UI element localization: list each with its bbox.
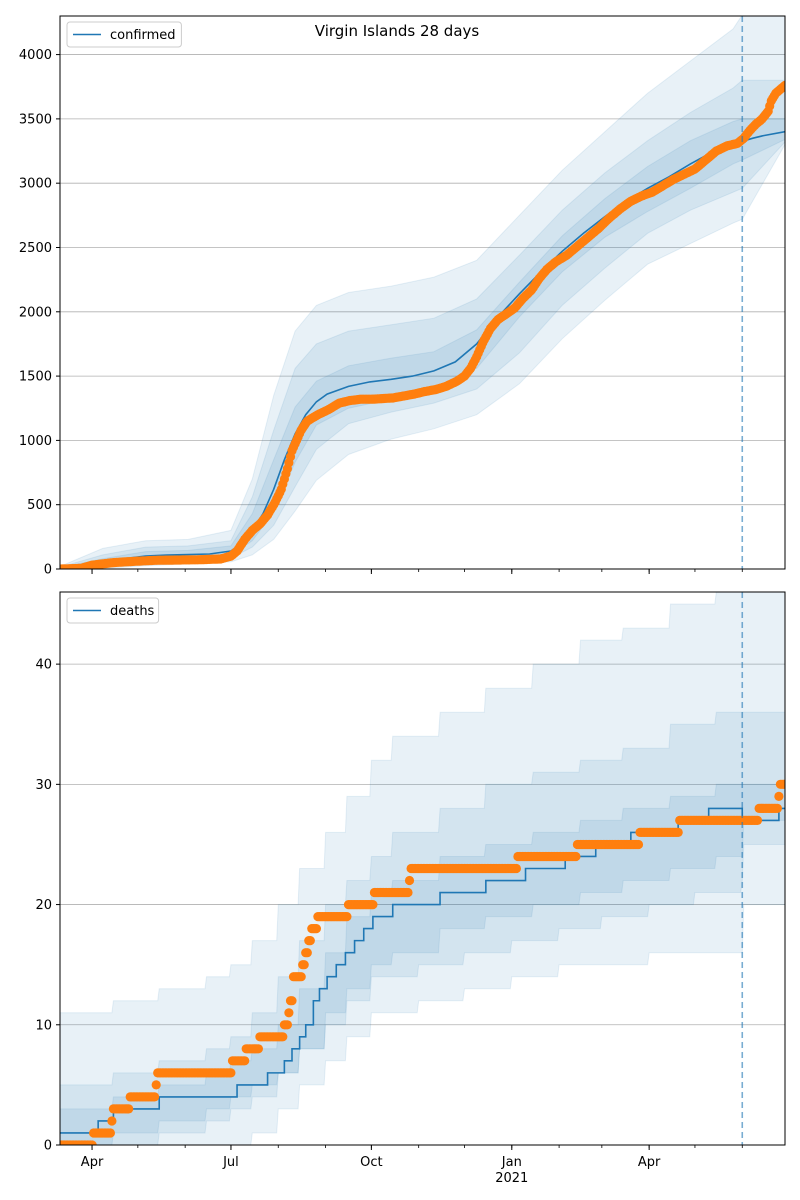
plot-area: [60, 592, 785, 1145]
plot-area: [60, 16, 785, 569]
observed-point: [87, 1140, 97, 1145]
y-tick-label: 2500: [19, 241, 52, 256]
y-tick-label: 1000: [19, 434, 52, 449]
legend-box: [66, 597, 160, 624]
chart-title: Virgin Islands 28 days: [315, 22, 480, 40]
legend: deaths: [66, 597, 160, 624]
legend-label: deaths: [110, 604, 155, 619]
observed-point: [150, 1092, 160, 1102]
observed-point: [151, 1080, 161, 1090]
x-tick-label: Oct: [360, 1155, 382, 1170]
observed-point: [511, 863, 521, 874]
observed-point: [226, 1068, 236, 1078]
observed-point: [240, 1056, 250, 1066]
y-tick-label: 4000: [19, 48, 52, 63]
observed-point: [311, 924, 321, 934]
median-line-confirmed: [60, 130, 785, 569]
x-tick-label: Apr: [81, 1155, 104, 1170]
observed-point: [633, 839, 644, 850]
y-tick-label: 0: [44, 1139, 52, 1154]
x-tick-label: Apr: [638, 1155, 661, 1170]
observed-point: [302, 948, 312, 958]
uncertainty-band-middle: [60, 711, 785, 1145]
y-tick-label: 20: [35, 898, 52, 913]
observed-point: [107, 1116, 117, 1126]
observed-point: [284, 1008, 294, 1018]
y-tick-label: 0: [44, 563, 52, 578]
observed-point: [403, 887, 413, 898]
uncertainty-band-outer: [60, 16, 785, 569]
y-tick-label: 40: [35, 658, 52, 673]
y-tick-label: 500: [27, 498, 52, 513]
observed-point: [774, 791, 784, 802]
observed-point: [673, 827, 683, 838]
observed-point: [105, 1128, 115, 1138]
observed-point: [780, 779, 785, 789]
y-tick-label: 10: [35, 1018, 52, 1033]
x-tick-label: Jan: [501, 1155, 522, 1170]
y-tick-label: 3000: [19, 177, 52, 192]
observed-point: [772, 803, 783, 814]
observed-point: [404, 875, 415, 886]
observed-point: [124, 1104, 134, 1114]
y-tick-label: 30: [35, 778, 52, 793]
observed-point: [305, 936, 315, 946]
observed-points-confirmed: [60, 80, 785, 569]
y-tick-label: 3500: [19, 112, 52, 127]
confirmed-panel: 0 500 1000 1500 2000 2500 3000 3500 4000 confirme…: [19, 15, 786, 578]
uncertainty-band-middle: [60, 79, 785, 569]
uncertainty-band-inner: [60, 783, 785, 1145]
observed-point: [278, 1032, 288, 1042]
legend-box: [66, 21, 182, 48]
y-tick-label: 2000: [19, 305, 52, 320]
observed-point: [571, 851, 581, 862]
axes-frame: [59, 15, 786, 570]
legend-label: confirmed: [110, 28, 176, 43]
observed-point: [287, 996, 297, 1006]
observed-point: [780, 80, 785, 90]
deaths-panel: 0 10 20 30 40 Apr Jul Oct Jan Apr 2021 deaths: [35, 591, 786, 1186]
y-tick-label: 1500: [19, 370, 52, 385]
observed-point: [282, 1020, 292, 1030]
observed-points-deaths: [60, 779, 785, 1145]
observed-point: [342, 912, 352, 922]
x-tick-label: Jul: [222, 1155, 239, 1170]
axes-frame: [59, 591, 786, 1146]
x-year-label: 2021: [495, 1171, 528, 1186]
median-line-deaths: [60, 807, 785, 1134]
observed-point: [299, 960, 309, 970]
observed-point: [296, 972, 306, 982]
observed-point: [752, 815, 763, 826]
observed-point: [253, 1044, 263, 1054]
legend: confirmed: [66, 21, 182, 48]
observed-point: [368, 900, 378, 910]
